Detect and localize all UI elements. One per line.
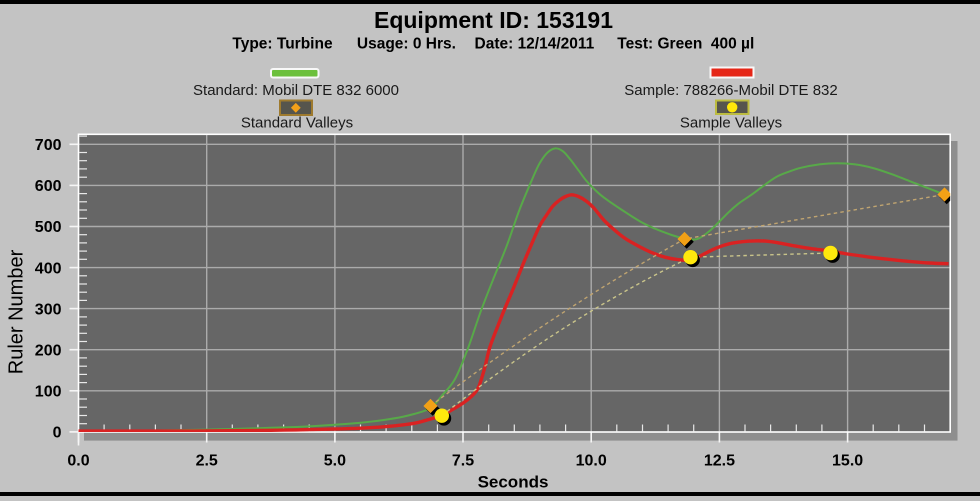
svg-text:7.5: 7.5	[452, 453, 474, 470]
svg-text:Seconds: Seconds	[478, 473, 549, 492]
svg-text:Date: 12/14/2011: Date: 12/14/2011	[475, 36, 595, 53]
svg-text:500: 500	[35, 219, 62, 236]
svg-text:Type: Turbine: Type: Turbine	[232, 36, 333, 53]
svg-text:600: 600	[35, 178, 62, 195]
svg-text:300: 300	[35, 301, 62, 318]
svg-text:2.5: 2.5	[196, 453, 218, 470]
svg-text:5.0: 5.0	[324, 453, 346, 470]
svg-text:10.0: 10.0	[576, 453, 607, 470]
svg-text:Standard Valleys: Standard Valleys	[241, 115, 353, 132]
svg-text:Ruler Number: Ruler Number	[6, 249, 28, 374]
svg-text:Sample Valleys: Sample Valleys	[680, 115, 782, 132]
svg-text:100: 100	[35, 384, 62, 401]
svg-text:0.0: 0.0	[67, 453, 89, 470]
svg-text:Test: Green 400 µl: Test: Green 400 µl	[617, 36, 754, 53]
svg-text:200: 200	[35, 342, 62, 359]
svg-text:700: 700	[35, 137, 62, 154]
svg-text:Equipment ID: 153191: Equipment ID: 153191	[374, 7, 613, 33]
svg-text:0: 0	[53, 425, 62, 442]
svg-text:Sample: 788266-Mobil DTE 832: Sample: 788266-Mobil DTE 832	[624, 82, 837, 99]
svg-text:Standard: Mobil DTE 832 6000: Standard: Mobil DTE 832 6000	[193, 82, 399, 99]
svg-text:400: 400	[35, 260, 62, 277]
svg-text:12.5: 12.5	[704, 453, 735, 470]
svg-text:15.0: 15.0	[832, 453, 863, 470]
svg-text:Usage: 0 Hrs.: Usage: 0 Hrs.	[357, 36, 456, 53]
